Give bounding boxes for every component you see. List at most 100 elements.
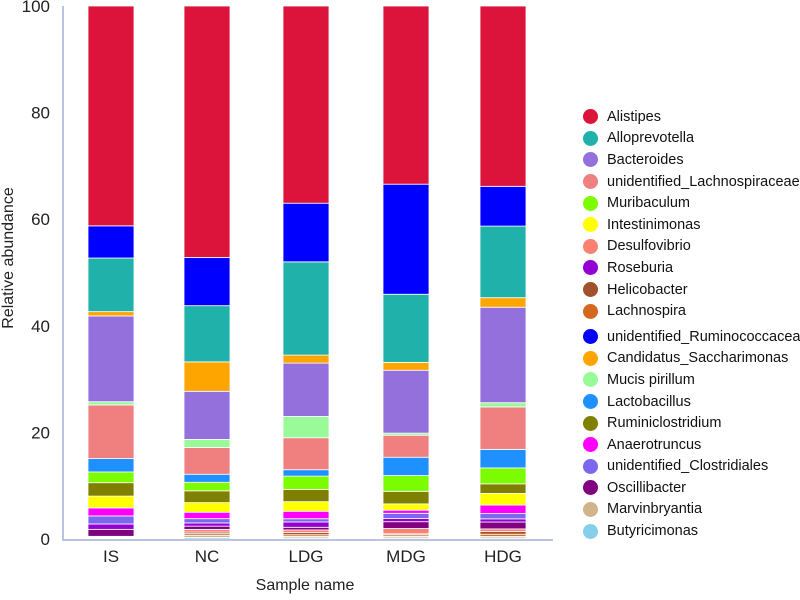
bar-segment [87, 315, 135, 403]
bar-segment [382, 521, 430, 529]
bar-segment [282, 489, 330, 503]
bar-segment [479, 504, 527, 514]
bar-segment [479, 306, 527, 404]
y-axis-title: Relative abundance [0, 187, 17, 329]
bar-segment [183, 473, 231, 483]
legend-label: Butyricimonas [607, 523, 699, 540]
bar-segment [183, 439, 231, 448]
legend-item: Alistipes [583, 106, 800, 128]
legend-item: unidentified_Clostridiales [583, 456, 800, 478]
legend-item: Desulfovibrio [583, 236, 800, 258]
bar-segment [479, 492, 527, 506]
bar-segment [183, 490, 231, 504]
legend-label: Ruminiclostridium [607, 415, 722, 432]
legend-swatch-icon [583, 394, 598, 410]
bar-segment [87, 495, 135, 509]
legend-swatch-icon [583, 458, 598, 474]
legend-label: Desulfovibrio [607, 238, 691, 255]
bar-segment [382, 434, 430, 458]
bar-segment [183, 502, 231, 513]
legend-swatch-icon [583, 350, 598, 366]
legend-swatch-icon [583, 174, 598, 190]
bar-segment [87, 515, 135, 525]
legend-label: unidentified_Clostridiales [607, 458, 769, 475]
legend-swatch-icon [583, 195, 598, 211]
legend-item: Lactobacillus [583, 391, 800, 413]
bar-segment [282, 501, 330, 512]
legend-label: Mucis pirillum [607, 371, 695, 388]
legend-swatch-icon [583, 303, 598, 319]
bar-segment [382, 518, 430, 523]
bar-segment [87, 401, 135, 406]
bar-segment [382, 369, 430, 434]
bar-segment [87, 5, 135, 227]
bar-stack-ldg [282, 5, 330, 540]
legend-label: Intestinimonas [607, 216, 701, 233]
x-tick-label: LDG [289, 547, 324, 566]
bar-segment [382, 183, 430, 295]
bar-stack-mdg [382, 5, 430, 540]
legend: Alistipes Alloprevotella Bacteroides uniden… [583, 106, 800, 542]
bar-segment [382, 528, 430, 535]
bar-segment [382, 509, 430, 514]
bar-segment [382, 490, 430, 505]
legend-label: Helicobacter [607, 281, 688, 298]
bar-segment [183, 522, 231, 527]
bar-segment [183, 481, 231, 492]
bar-segment [87, 528, 135, 537]
bar-segment [87, 523, 135, 530]
bar-segment [87, 471, 135, 484]
bar-segment [87, 311, 135, 317]
y-tick-label: 40 [31, 317, 50, 336]
y-tick-label: 20 [31, 423, 50, 442]
bar-segment [183, 361, 231, 392]
bar-segment [479, 518, 527, 523]
legend-swatch-icon [583, 217, 598, 233]
y-tick-label: 80 [31, 104, 50, 123]
x-tick-label: IS [103, 547, 119, 566]
legend-item: Anaerotruncus [583, 434, 800, 456]
legend-item: Ruminiclostridium [583, 412, 800, 434]
legend-item: Candidatus_Saccharimonas [583, 348, 800, 370]
bar-segment [382, 503, 430, 511]
bar-segment [282, 475, 330, 490]
bar-stack-nc [183, 5, 231, 540]
bar-segment [87, 225, 135, 259]
bar-segment [183, 511, 231, 520]
bar-segment [382, 293, 430, 363]
legend-label: Lactobacillus [607, 393, 691, 410]
legend-swatch-icon [583, 282, 598, 298]
legend-swatch-icon [583, 523, 598, 539]
bar-segment [382, 475, 430, 492]
bar-segment [87, 482, 135, 497]
legend-label: Anaerotruncus [607, 436, 702, 453]
legend-label: Roseburia [607, 259, 674, 276]
bar-segment [183, 525, 231, 530]
legend-item: Marvinbryantia [583, 499, 800, 521]
bar-segment [382, 361, 430, 371]
legend-label: Marvinbryantia [607, 501, 703, 518]
y-tick-label: 100 [22, 0, 50, 16]
legend-item: Bacteroides [583, 149, 800, 171]
bar-segment [382, 456, 430, 476]
legend-item: Lachnospira [583, 300, 800, 322]
bar-segment [183, 528, 231, 533]
legend-swatch-icon [583, 372, 598, 388]
legend-label: Alloprevotella [607, 130, 695, 147]
legend-item: Muribaculum [583, 192, 800, 214]
bar-segment [282, 416, 330, 439]
y-tick-label: 60 [31, 210, 50, 229]
bar-segment [282, 521, 330, 528]
bar-segment [479, 297, 527, 308]
legend-item: Intestinimonas [583, 214, 800, 236]
bar-segment [479, 513, 527, 520]
legend-label: Alistipes [607, 108, 661, 125]
legend-label: unidentified_Lachnospiraceae [607, 173, 800, 190]
bar-segment [282, 354, 330, 364]
bar-segment [479, 185, 527, 227]
bar-segment [183, 257, 231, 307]
bar-segment [87, 507, 135, 517]
legend-swatch-icon [583, 130, 598, 146]
bar-segment [479, 483, 527, 494]
legend-swatch-icon [583, 152, 598, 168]
